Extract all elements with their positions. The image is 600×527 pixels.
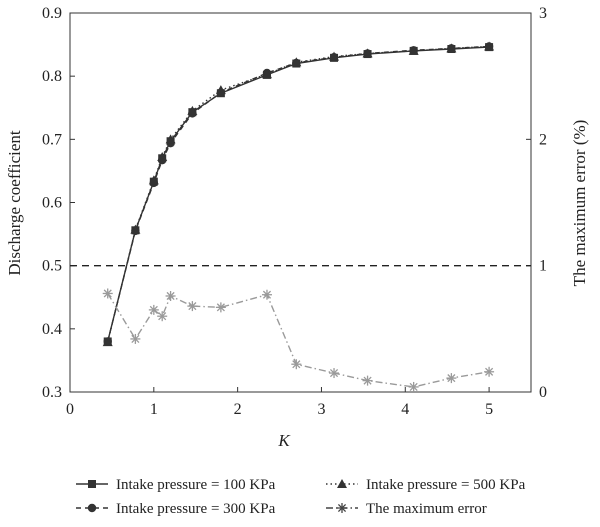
- x-axis-title: K: [277, 431, 291, 450]
- legend-item: Intake pressure = 100 KPa: [76, 477, 276, 493]
- x-tick-label: 5: [485, 401, 493, 418]
- y-tick-label: 0.7: [42, 131, 62, 148]
- series-line: [107, 293, 490, 388]
- x-tick-label: 3: [317, 401, 325, 418]
- data-point: [408, 45, 419, 55]
- y2-tick-label: 1: [539, 258, 547, 275]
- data-point: [165, 290, 176, 301]
- legend-label: The maximum error: [366, 501, 487, 517]
- x-tick-label: 1: [150, 401, 158, 418]
- x-tick-label: 4: [401, 401, 409, 418]
- legend-label: Intake pressure = 300 KPa: [116, 501, 276, 517]
- data-point: [408, 381, 419, 392]
- legend-marker: [337, 479, 347, 488]
- data-point: [261, 69, 272, 79]
- legend-marker: [88, 480, 96, 488]
- data-point: [484, 366, 495, 377]
- data-point: [291, 57, 302, 67]
- y-axis-title: Discharge coefficient: [5, 130, 24, 275]
- y-tick-label: 0.5: [42, 258, 62, 275]
- legend-item: The maximum error: [326, 501, 487, 517]
- plot-frame: [69, 12, 532, 393]
- data-point: [130, 224, 141, 234]
- data-point: [484, 41, 495, 51]
- data-point: [261, 289, 272, 300]
- legend-item: Intake pressure = 300 KPa: [76, 501, 276, 517]
- y-tick-label: 0.3: [42, 384, 62, 401]
- data-point: [187, 105, 198, 115]
- data-point: [329, 368, 340, 379]
- series-4: [102, 288, 495, 392]
- legend-label: Intake pressure = 100 KPa: [116, 477, 276, 493]
- y-tick-label: 0.9: [42, 5, 62, 22]
- y2-axis-title: The maximum error (%): [570, 120, 589, 287]
- data-point: [148, 304, 159, 315]
- y2-tick-label: 0: [539, 384, 547, 401]
- y-tick-label: 0.6: [42, 195, 62, 212]
- series-line: [107, 45, 490, 343]
- data-point: [102, 288, 113, 299]
- x-tick-label: 0: [66, 401, 74, 418]
- data-point: [291, 359, 302, 370]
- data-point: [157, 152, 168, 162]
- data-point: [215, 85, 226, 95]
- data-point: [102, 337, 113, 347]
- data-point: [157, 311, 168, 322]
- data-point: [165, 134, 176, 144]
- y2-axis-tick-labels: 0 1 2 3: [539, 5, 547, 401]
- plot-area: 0 1 2 3 4 5 0.3 0.4 0.5 0.6 0.7 0.8 0.9: [42, 5, 532, 418]
- series-1: [103, 43, 494, 346]
- data-point: [362, 48, 373, 58]
- data-point: [446, 43, 457, 53]
- legend-marker: [87, 503, 97, 513]
- y-tick-label: 0.4: [42, 321, 62, 338]
- series-3: [102, 41, 495, 347]
- series-line: [107, 46, 490, 342]
- data-point: [362, 375, 373, 386]
- y2-tick-label: 3: [539, 5, 547, 22]
- y-tick-label: 0.8: [42, 68, 62, 85]
- series-line: [107, 45, 490, 342]
- data-point: [187, 301, 198, 312]
- legend-item: Intake pressure = 500 KPa: [326, 477, 526, 493]
- data-point: [148, 175, 159, 185]
- legend-label: Intake pressure = 500 KPa: [366, 477, 526, 493]
- x-tick-label: 2: [234, 401, 242, 418]
- legend: Intake pressure = 100 KPa Intake pressure…: [76, 477, 526, 517]
- series-2: [103, 42, 494, 346]
- data-point: [215, 302, 226, 313]
- data-point: [446, 373, 457, 384]
- legend-marker: [337, 503, 347, 513]
- data-point: [329, 51, 340, 61]
- data-point: [130, 333, 141, 344]
- y2-tick-label: 2: [539, 131, 547, 148]
